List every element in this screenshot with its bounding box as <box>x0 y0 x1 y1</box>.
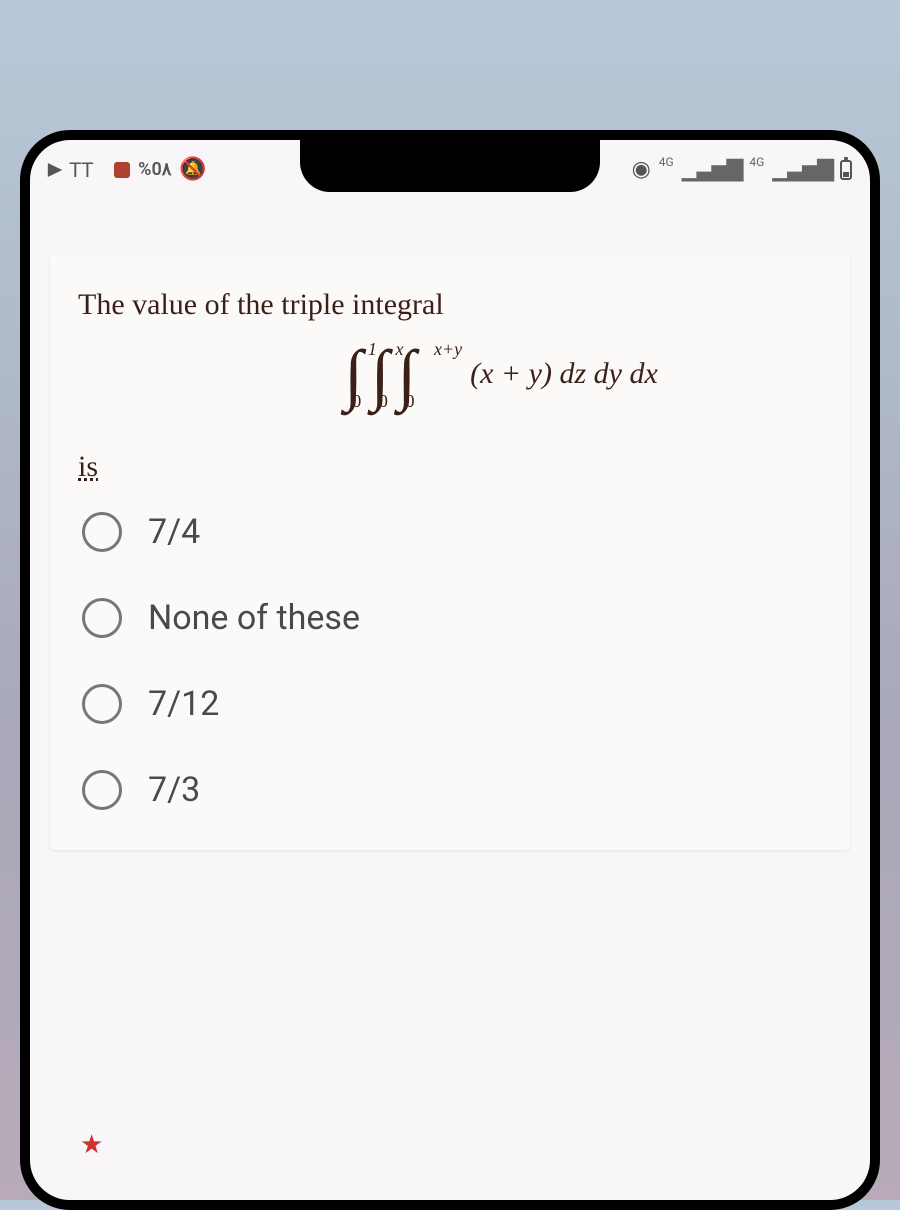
option-label: 7/3 <box>148 770 200 810</box>
integral-expression: ∫ 1 0 ∫ x 0 ∫ x+y 0 (x + y) dz dy dx <box>128 340 872 408</box>
integral-1: ∫ 1 0 <box>344 340 363 408</box>
option-b[interactable]: None of these <box>82 598 822 638</box>
option-c[interactable]: 7/12 <box>82 684 822 724</box>
integrand: (x + y) dz dy dx <box>470 357 658 391</box>
phone-frame: ᎢᎢ %0٨ 🔕 ◉ 4G ▁▃▅▇ 4G ▁▃▅▇ The value of … <box>20 130 880 1210</box>
is-label: is <box>78 450 98 484</box>
question-card: The value of the triple integral ∫ 1 0 ∫… <box>50 255 850 850</box>
radio-icon[interactable] <box>82 770 122 810</box>
required-star-icon: ★ <box>80 1130 103 1160</box>
status-left: ᎢᎢ %0٨ 🔕 <box>48 157 207 182</box>
option-label: None of these <box>148 598 360 638</box>
option-label: 7/4 <box>148 512 200 552</box>
network-label-1: 4G <box>659 155 674 169</box>
battery-icon <box>840 160 852 180</box>
signal-bars-icon-1: ▁▃▅▇ <box>682 157 742 182</box>
network-label-2: 4G <box>749 155 764 169</box>
battery-percent: %0٨ <box>138 159 171 180</box>
int3-lower: 0 <box>405 392 414 410</box>
status-time: ᎢᎢ <box>70 158 94 182</box>
status-right: ◉ 4G ▁▃▅▇ 4G ▁▃▅▇ <box>632 157 852 182</box>
wifi-icon: ◉ <box>632 157 651 182</box>
option-d[interactable]: 7/3 <box>82 770 822 810</box>
options-list: 7/4 None of these 7/12 7/3 <box>78 512 822 810</box>
radio-icon[interactable] <box>82 598 122 638</box>
int2-lower: 0 <box>379 392 388 410</box>
radio-icon[interactable] <box>82 512 122 552</box>
radio-icon[interactable] <box>82 684 122 724</box>
back-triangle-icon <box>48 163 62 177</box>
int3-upper: x+y <box>434 340 462 358</box>
red-square-icon <box>114 162 130 178</box>
notch <box>300 137 600 192</box>
int1-lower: 0 <box>352 392 361 410</box>
option-label: 7/12 <box>148 684 219 724</box>
bell-slash-icon: 🔕 <box>179 157 206 182</box>
question-prompt: The value of the triple integral <box>78 285 822 326</box>
integral-3: ∫ x+y 0 <box>397 340 416 408</box>
option-a[interactable]: 7/4 <box>82 512 822 552</box>
integral-2: ∫ x 0 <box>371 340 390 408</box>
signal-bars-icon-2: ▁▃▅▇ <box>772 157 832 182</box>
